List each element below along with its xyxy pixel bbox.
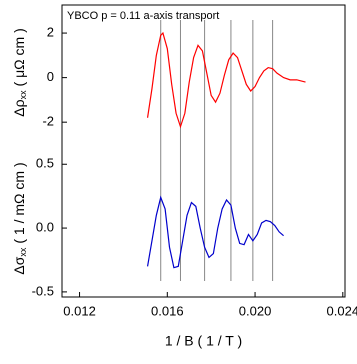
- data-line: [146, 195, 284, 269]
- annotation: YBCO p = 0.11 a-axis transport: [67, 10, 219, 22]
- x-axis-label: 1 / B ( 1 / T ): [165, 333, 242, 349]
- y-tick-label: -0.5: [32, 283, 54, 298]
- y-axis-label: Δρxx ( μΩ cm ): [11, 28, 29, 117]
- y-label-symbol: Δσ: [11, 256, 27, 274]
- y-axis-label: Δσxx ( 1 / mΩ cm ): [11, 162, 29, 274]
- x-tick-label: 0.016: [151, 303, 184, 318]
- x-tick-label: 0.020: [239, 303, 272, 318]
- y-label-unit: ( 1 / mΩ cm ): [11, 162, 27, 243]
- y-label-symbol: Δρ: [11, 99, 27, 116]
- plot-frame: [61, 4, 346, 298]
- y-tick-label: 0.5: [36, 156, 54, 171]
- y-label-subscript: xx: [18, 247, 28, 257]
- data-line: [146, 31, 306, 129]
- y-tick-label: -2: [42, 114, 54, 129]
- x-tick-label: 0.024: [327, 303, 357, 318]
- x-tick-label: 0.012: [63, 303, 96, 318]
- y-label-subscript: xx: [18, 90, 28, 100]
- y-label-unit: ( μΩ cm ): [11, 28, 27, 86]
- y-tick-label: 0.0: [36, 220, 54, 235]
- y-tick-label: 0: [47, 69, 54, 84]
- y-tick-label: 2: [47, 25, 54, 40]
